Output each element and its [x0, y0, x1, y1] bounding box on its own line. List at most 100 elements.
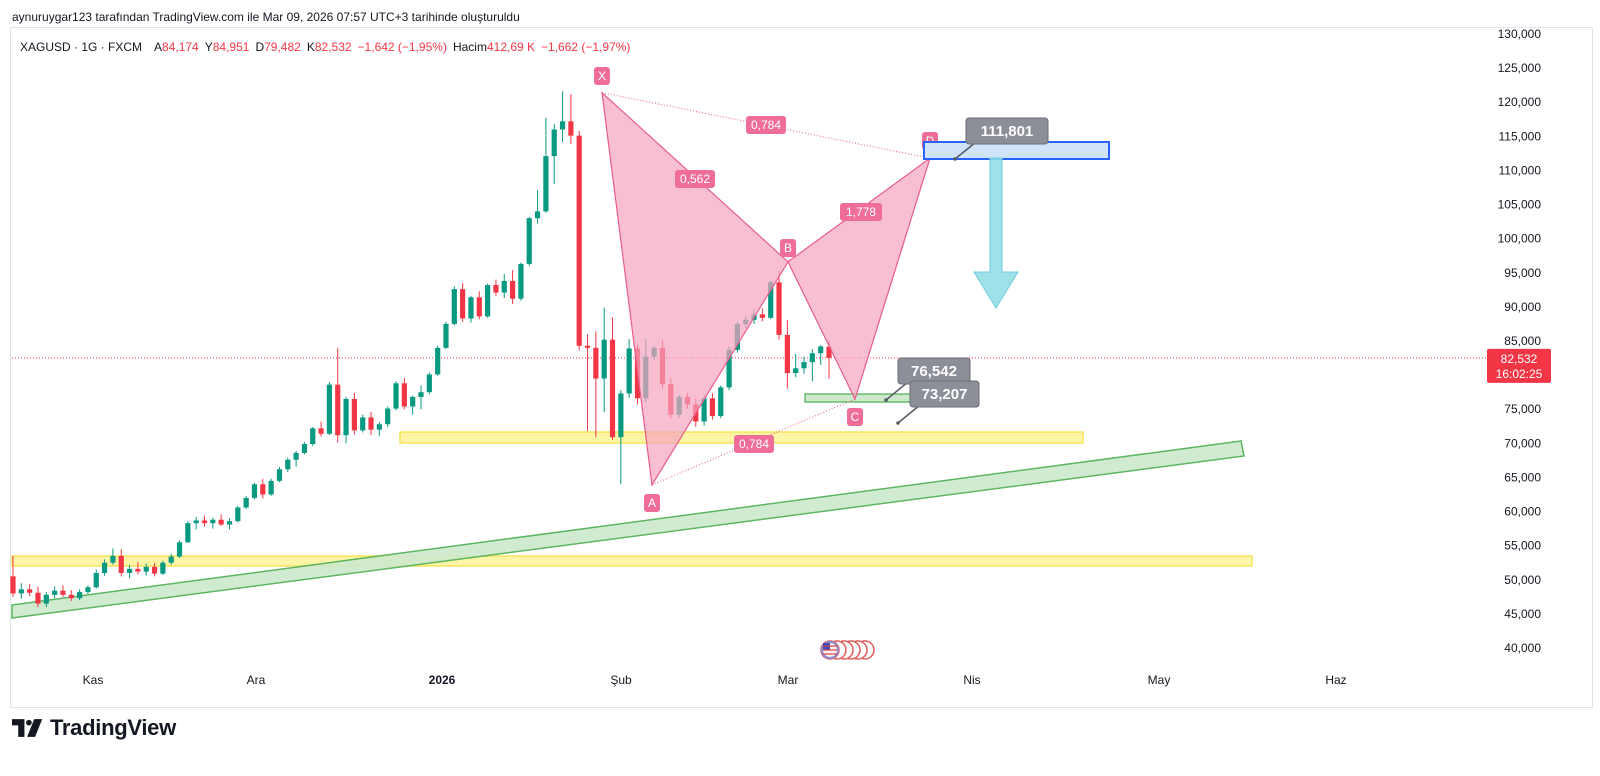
down-arrow-icon: [973, 157, 1019, 309]
candle: [68, 590, 74, 601]
candle: [593, 331, 599, 438]
candle: [759, 308, 765, 322]
candle-body: [35, 592, 41, 604]
candle-body: [726, 349, 732, 388]
candle-body: [243, 497, 249, 508]
candle: [276, 467, 283, 483]
open-value: 84,174: [162, 40, 199, 54]
d-target-zone: [923, 141, 1110, 160]
candle-body: [559, 121, 566, 130]
candle-body: [401, 383, 407, 407]
candle: [251, 482, 258, 500]
time-tick-label: Nis: [963, 673, 980, 687]
candle-body: [826, 346, 832, 358]
point-x-label-text: X: [598, 69, 606, 83]
candle: [143, 563, 149, 576]
time-tick-label: Şub: [610, 673, 632, 687]
point-a-label-bg: [644, 494, 660, 512]
price-tick-label: 115,000: [1499, 129, 1542, 143]
candle: [784, 319, 790, 389]
tradingview-logo[interactable]: TradingView: [12, 715, 176, 740]
time-tick-label: Mar: [778, 673, 799, 687]
ohlc-legend: XAGUSD · 1G · FXCM A 84,174 Y 84,951 D 7…: [20, 40, 630, 54]
close-value: 82,532: [314, 40, 352, 54]
candle: [551, 124, 557, 185]
candle: [135, 562, 141, 575]
candle: [401, 377, 407, 410]
price-tick-label: 40,000: [1504, 641, 1541, 655]
callout-c-price-text: 76,542: [911, 363, 957, 380]
current-price-badge-bg: [1487, 348, 1551, 383]
time-tick-label: Haz: [1325, 673, 1346, 687]
candle-body: [218, 519, 224, 525]
candle-body: [526, 218, 532, 264]
ratio-ac-label-bg: [734, 435, 774, 453]
candle-body: [226, 521, 233, 525]
candle: [818, 345, 824, 365]
candle-body: [160, 562, 166, 574]
price-tick-label: 110,000: [1499, 163, 1542, 177]
high-label: Y: [204, 40, 213, 54]
point-b-label-text: B: [784, 241, 792, 255]
volume-value: 412,69 K: [486, 40, 536, 54]
candle: [360, 414, 366, 433]
price-tick-label: 120,000: [1498, 95, 1542, 109]
price-tick-label: 70,000: [1504, 436, 1541, 450]
ratio-bd-label-bg: [840, 203, 882, 221]
candle: [526, 216, 532, 266]
candle-body: [385, 408, 391, 425]
candle: [18, 583, 24, 599]
candle: [418, 385, 424, 410]
price-tick-label: 45,000: [1504, 607, 1541, 621]
candle-body: [426, 374, 432, 393]
candle: [776, 270, 782, 340]
candle-body: [185, 523, 191, 543]
candle: [451, 286, 457, 326]
price-tick-label: 50,000: [1504, 573, 1541, 587]
time-tick-label: 2026: [429, 673, 456, 687]
candle: [43, 592, 49, 608]
candle: [310, 426, 316, 447]
candle: [60, 585, 66, 597]
candle-body: [326, 384, 333, 434]
candle: [460, 283, 466, 322]
candle: [185, 521, 191, 543]
candle-body: [52, 590, 58, 595]
price-tick-label: 65,000: [1504, 470, 1541, 484]
point-c-label-bg: [847, 408, 863, 426]
candle-body: [435, 347, 441, 375]
candle-body: [210, 519, 216, 524]
callout-c-price-pointer: [885, 381, 909, 401]
candle: [235, 506, 241, 523]
point-a-label-text: A: [648, 496, 656, 510]
candle-body: [85, 587, 91, 593]
candle-body: [476, 297, 482, 317]
ratio-xd-label-text: 0,784: [751, 118, 781, 132]
candle-body: [410, 396, 416, 407]
candle: [435, 345, 441, 376]
countdown-label: 16:02:25: [1496, 367, 1543, 381]
candle-body: [143, 566, 149, 572]
candle-body: [493, 285, 499, 293]
candle-body: [110, 555, 116, 563]
event-markers: [820, 640, 875, 660]
time-tick-label: Ara: [247, 673, 266, 687]
candle-body: [101, 562, 108, 573]
symbol-label[interactable]: XAGUSD · 1G · FXCM: [20, 40, 143, 54]
candle: [210, 517, 216, 529]
candle-body: [509, 280, 516, 299]
support-zone-lower: [11, 555, 1253, 567]
candle-body: [310, 428, 316, 445]
ratio-xd-label-bg: [746, 116, 786, 134]
callout-target-price-pointer: [897, 404, 921, 424]
candle-body: [351, 398, 357, 431]
candle-body: [485, 285, 491, 317]
candle: [301, 441, 308, 455]
candle: [118, 549, 124, 577]
candle: [534, 190, 541, 224]
time-tick-label: Kas: [83, 673, 104, 687]
candle: [101, 559, 108, 576]
